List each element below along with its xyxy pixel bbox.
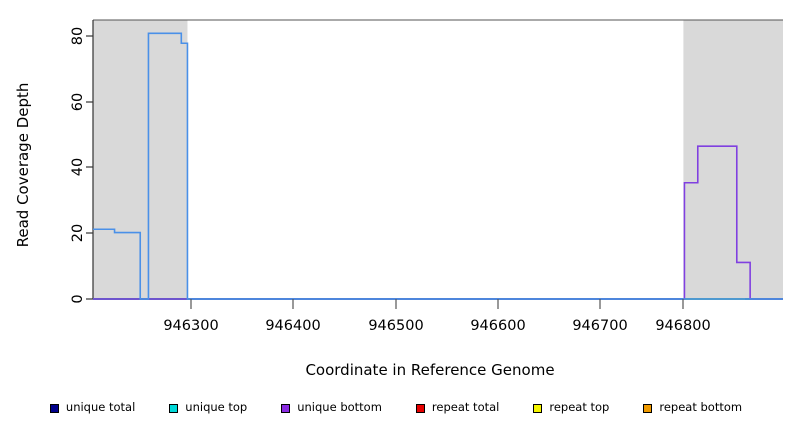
y-axis-title: Read Coverage Depth — [14, 83, 32, 248]
x-axis-title: Coordinate in Reference Genome — [305, 361, 554, 379]
series-unique-bottom — [93, 145, 783, 300]
legend-label-repeat-total: repeat total — [431, 400, 500, 415]
shaded-regions-group — [93, 20, 783, 299]
x-tick-label-946300: 946300 — [163, 318, 218, 334]
legend-swatch-unique-top — [169, 403, 179, 413]
coverage-traces-group — [93, 32, 783, 300]
y-tick-label-80: 80 — [70, 27, 86, 45]
x-tick-label-946500: 946500 — [368, 318, 423, 334]
legend-label-repeat-bottom: repeat bottom — [659, 400, 743, 415]
y-tick-label-0: 0 — [70, 294, 86, 303]
legend-swatch-repeat-bottom — [643, 403, 653, 413]
legend: unique total unique top unique bottom re… — [0, 398, 792, 418]
x-tick-label-946400: 946400 — [265, 318, 320, 334]
legend-swatch-repeat-top — [533, 403, 543, 413]
x-axis-ticks — [190, 299, 684, 309]
y-tick-label-40: 40 — [70, 158, 86, 176]
x-tick-label-946800: 946800 — [655, 318, 710, 334]
legend-swatch-unique-total — [49, 403, 59, 413]
legend-swatch-repeat-total — [415, 403, 425, 413]
legend-item-unique-top[interactable]: unique top — [169, 402, 247, 414]
shaded-region-right — [683, 20, 783, 299]
y-tick-label-20: 20 — [70, 224, 86, 242]
legend-item-unique-bottom[interactable]: unique bottom — [281, 402, 382, 414]
legend-label-unique-total: unique total — [65, 400, 136, 415]
y-axis-ticks — [86, 35, 93, 300]
legend-item-repeat-top[interactable]: repeat top — [533, 402, 609, 414]
series-coverage-trace-left — [93, 32, 783, 300]
legend-label-unique-top: unique top — [185, 400, 248, 415]
legend-item-repeat-bottom[interactable]: repeat bottom — [643, 402, 742, 414]
legend-item-unique-total[interactable]: unique total — [49, 400, 136, 415]
legend-label-repeat-top: repeat top — [549, 400, 610, 415]
x-tick-label-946700: 946700 — [572, 318, 627, 334]
legend-label-unique-bottom: unique bottom — [297, 400, 382, 415]
legend-swatch-unique-bottom — [281, 403, 291, 413]
y-axis-tick-labels: 80 60 40 20 0 — [70, 27, 86, 304]
x-axis-tick-labels: 946300 946400 946500 946600 946700 94680… — [163, 318, 710, 334]
y-tick-label-60: 60 — [70, 93, 86, 111]
legend-item-repeat-total[interactable]: repeat total — [415, 400, 500, 415]
x-tick-label-946600: 946600 — [470, 318, 525, 334]
